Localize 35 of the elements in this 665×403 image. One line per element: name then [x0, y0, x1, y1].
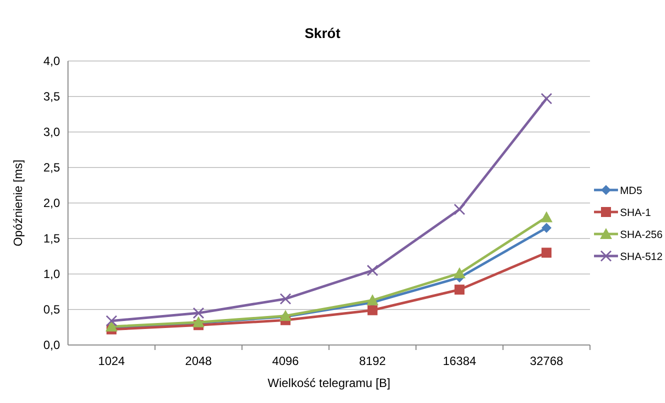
legend-label: SHA-512	[620, 251, 663, 263]
x-tick-label: 1024	[98, 354, 126, 368]
y-tick-label: 4,0	[43, 54, 60, 68]
point	[454, 284, 464, 295]
point	[366, 264, 378, 276]
legend-label: SHA-256	[620, 229, 663, 241]
point	[106, 315, 118, 327]
point	[192, 307, 204, 319]
legend-label: SHA-1	[620, 207, 652, 219]
point	[366, 294, 378, 306]
y-tick-label: 2,0	[43, 196, 60, 210]
x-tick-label: 2048	[185, 354, 212, 368]
point	[280, 293, 292, 305]
y-tick-label: 0,5	[43, 302, 60, 316]
y-tick-label: 0,0	[43, 338, 60, 352]
y-tick-label: 3,0	[43, 125, 60, 139]
y-tick-label: 1,5	[43, 232, 60, 246]
x-tick-label: 8192	[359, 354, 386, 368]
point	[540, 92, 552, 104]
point	[542, 248, 552, 258]
chart-title: Skrót	[304, 25, 341, 41]
point	[454, 267, 466, 278]
point	[540, 211, 552, 222]
x-tick-label: 16384	[442, 354, 477, 368]
x-tick-label: 4096	[272, 354, 300, 368]
point	[368, 305, 378, 316]
y-tick-label: 1,0	[43, 267, 60, 281]
y-axis-title: Opóźnienie [ms]	[11, 160, 25, 246]
x-axis-title: Wielkość telegramu [B]	[268, 376, 390, 390]
y-tick-label: 3,5	[43, 90, 60, 104]
point	[542, 222, 552, 233]
x-tick-label: 32768	[530, 354, 564, 368]
legend-label: MD5	[620, 185, 642, 197]
y-tick-label: 2,5	[43, 160, 60, 174]
point	[454, 204, 466, 216]
